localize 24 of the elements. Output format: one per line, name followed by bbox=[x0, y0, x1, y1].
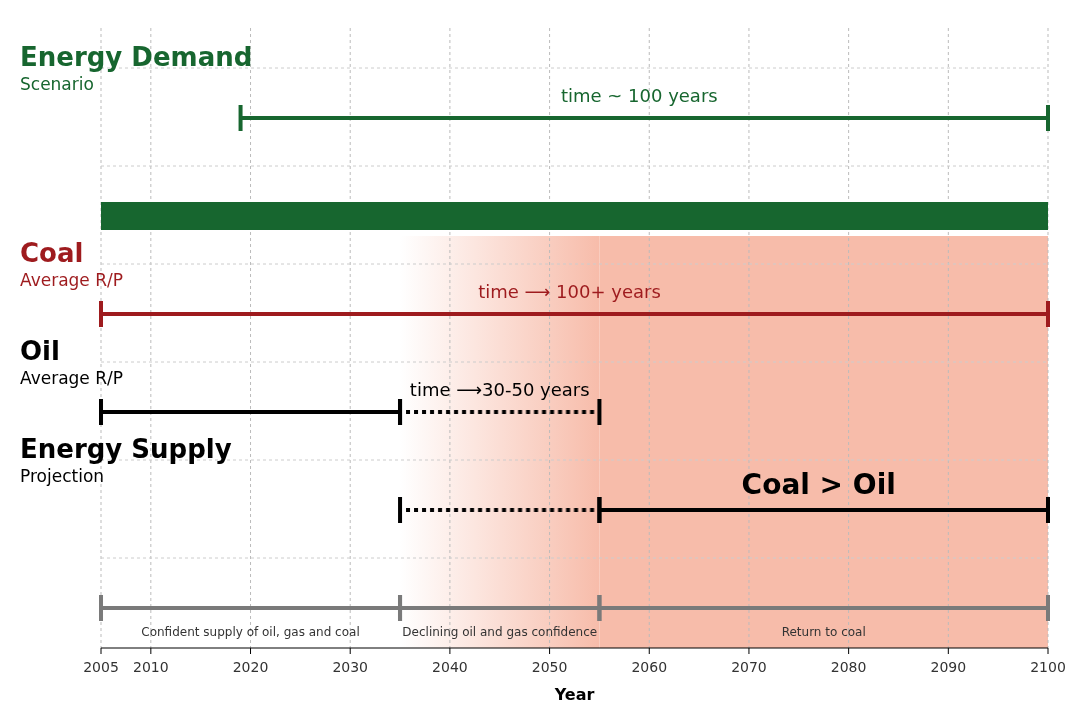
x-tick-label: 2010 bbox=[133, 659, 169, 675]
x-tick-label: 2030 bbox=[332, 659, 369, 675]
x-tick-label: 2020 bbox=[232, 659, 269, 675]
y-tick-label: Oil Average R/P bbox=[20, 336, 124, 388]
x-tick-label: 2080 bbox=[830, 659, 867, 675]
x-tick-label: 2070 bbox=[731, 659, 767, 675]
y-tick-label: Energy Demand Scenario bbox=[20, 42, 253, 94]
annotation: Coal > Oil bbox=[741, 468, 896, 501]
annotation: time ⟶ 100+ years bbox=[478, 281, 661, 302]
bar bbox=[101, 202, 1048, 230]
annotation: Declining oil and gas confidence bbox=[402, 625, 598, 639]
x-tick-label: 2090 bbox=[930, 659, 967, 675]
annotation: time ~ 100 years bbox=[560, 85, 718, 106]
x-tick-label: 2060 bbox=[631, 659, 668, 675]
annotation: Return to coal bbox=[781, 625, 866, 639]
x-tick-label: 2005 bbox=[83, 659, 119, 675]
y-tick-label: Energy Supply Projection bbox=[20, 434, 232, 486]
annotation: Confident supply of oil, gas and coal bbox=[141, 625, 360, 639]
x-tick-label: 2040 bbox=[432, 659, 468, 675]
x-tick-label: 2050 bbox=[531, 659, 568, 675]
y-tick-label: Coal Average R/P bbox=[20, 238, 124, 290]
x-tick-label: 2100 bbox=[1030, 659, 1066, 675]
x-axis-title: Year bbox=[553, 685, 595, 704]
annotation: time ⟶30-50 years bbox=[409, 379, 590, 400]
